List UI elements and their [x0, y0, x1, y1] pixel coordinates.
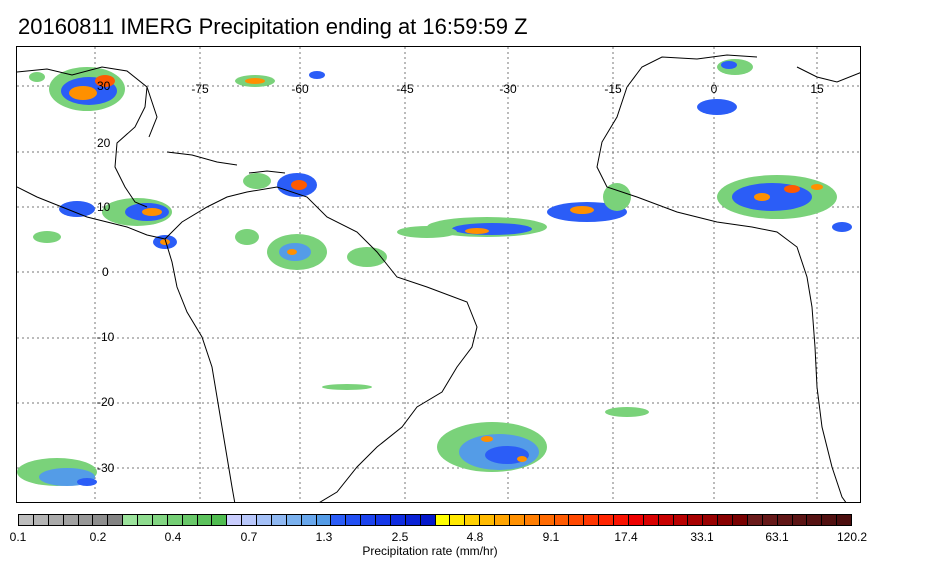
colorbar-swatch: [405, 515, 421, 525]
colorbar: [18, 514, 852, 526]
colorbar-swatch: [63, 515, 79, 525]
latitude-labels: 30 20 10 0 -10 -20 -30: [97, 79, 115, 475]
lon-label: 15: [810, 82, 824, 96]
lon-label: -15: [604, 82, 622, 96]
colorbar-tick: 63.1: [765, 530, 789, 544]
colorbar-swatch: [673, 515, 689, 525]
precipitation-map: -75 -60 -45 -30 -15 0 15 30 20 10 0 -10 …: [16, 46, 861, 503]
lon-label: -60: [291, 82, 309, 96]
colorbar-swatch: [643, 515, 659, 525]
lon-label: -45: [396, 82, 414, 96]
colorbar-swatch: [807, 515, 823, 525]
colorbar-tick: 1.3: [315, 530, 333, 544]
colorbar-tick: 0.1: [9, 530, 27, 544]
colorbar-swatch: [599, 515, 614, 525]
colorbar-swatch: [420, 515, 436, 525]
colorbar-swatch: [19, 515, 34, 525]
colorbar-swatch: [361, 515, 376, 525]
colorbar-swatch: [182, 515, 198, 525]
colorbar-tick: 9.1: [542, 530, 560, 544]
colorbar-swatch: [822, 515, 838, 525]
colorbar-swatch: [718, 515, 733, 525]
lon-label: -30: [499, 82, 517, 96]
colorbar-label: Precipitation rate (mm/hr): [362, 544, 498, 558]
colorbar-swatch: [733, 515, 748, 525]
colorbar-tick: 120.2: [836, 530, 868, 544]
colorbar-swatch: [628, 515, 644, 525]
colorbar-swatch: [212, 515, 228, 525]
lat-label: 10: [97, 200, 111, 214]
colorbar-tick: 0.4: [164, 530, 182, 544]
colorbar-swatch: [762, 515, 778, 525]
colorbar-tick: 33.1: [690, 530, 714, 544]
colorbar-swatch: [495, 515, 510, 525]
colorbar-swatch: [376, 515, 391, 525]
colorbar-swatch: [837, 515, 851, 525]
colorbar-swatch: [78, 515, 94, 525]
colorbar-swatch: [569, 515, 585, 525]
colorbar-tick: 4.8: [466, 530, 484, 544]
colorbar-swatch: [346, 515, 362, 525]
colorbar-swatch: [390, 515, 406, 525]
colorbar-swatch: [167, 515, 183, 525]
lat-label: -10: [97, 330, 115, 344]
colorbar-swatch: [658, 515, 674, 525]
colorbar-swatch: [465, 515, 481, 525]
coastlines: [17, 54, 860, 502]
lat-label: 30: [97, 79, 111, 93]
colorbar-swatch: [242, 515, 257, 525]
colorbar-tick: 0.2: [89, 530, 107, 544]
colorbar-swatch: [435, 515, 451, 525]
graticule: [17, 47, 860, 502]
colorbar-swatch: [509, 515, 525, 525]
colorbar-swatch: [108, 515, 124, 525]
longitude-labels: -75 -60 -45 -30 -15 0 15: [191, 82, 824, 96]
colorbar-swatch: [747, 515, 763, 525]
colorbar-swatch: [539, 515, 555, 525]
map-title: 20160811 IMERG Precipitation ending at 1…: [18, 14, 528, 39]
colorbar-swatch: [301, 515, 317, 525]
colorbar-swatch: [152, 515, 168, 525]
colorbar-swatch: [331, 515, 347, 525]
colorbar-swatch: [48, 515, 64, 525]
colorbar-swatch: [138, 515, 153, 525]
colorbar-swatch: [197, 515, 213, 525]
colorbar-swatch: [703, 515, 719, 525]
colorbar-swatch: [777, 515, 793, 525]
precipitation-field: [17, 59, 852, 486]
lon-label: 0: [711, 82, 718, 96]
colorbar-tick: 0.7: [240, 530, 258, 544]
colorbar-swatch: [792, 515, 808, 525]
lon-label: -75: [191, 82, 209, 96]
lat-label: 20: [97, 136, 111, 150]
colorbar-swatch: [33, 515, 49, 525]
colorbar-swatch: [554, 515, 570, 525]
colorbar-swatch: [316, 515, 332, 525]
lat-label: -20: [97, 395, 115, 409]
colorbar-tick: 2.5: [391, 530, 409, 544]
colorbar-swatch: [614, 515, 629, 525]
colorbar-swatch: [524, 515, 540, 525]
colorbar-swatch: [584, 515, 600, 525]
colorbar-swatch: [257, 515, 272, 525]
colorbar-swatch: [93, 515, 109, 525]
colorbar-swatch: [688, 515, 704, 525]
colorbar-swatch: [271, 515, 287, 525]
colorbar-swatch: [450, 515, 466, 525]
colorbar-tick: 17.4: [614, 530, 638, 544]
lat-label: 0: [102, 265, 109, 279]
lat-label: -30: [97, 461, 115, 475]
colorbar-swatch: [227, 515, 243, 525]
colorbar-swatch: [286, 515, 302, 525]
colorbar-swatch: [480, 515, 495, 525]
colorbar-swatch: [123, 515, 138, 525]
